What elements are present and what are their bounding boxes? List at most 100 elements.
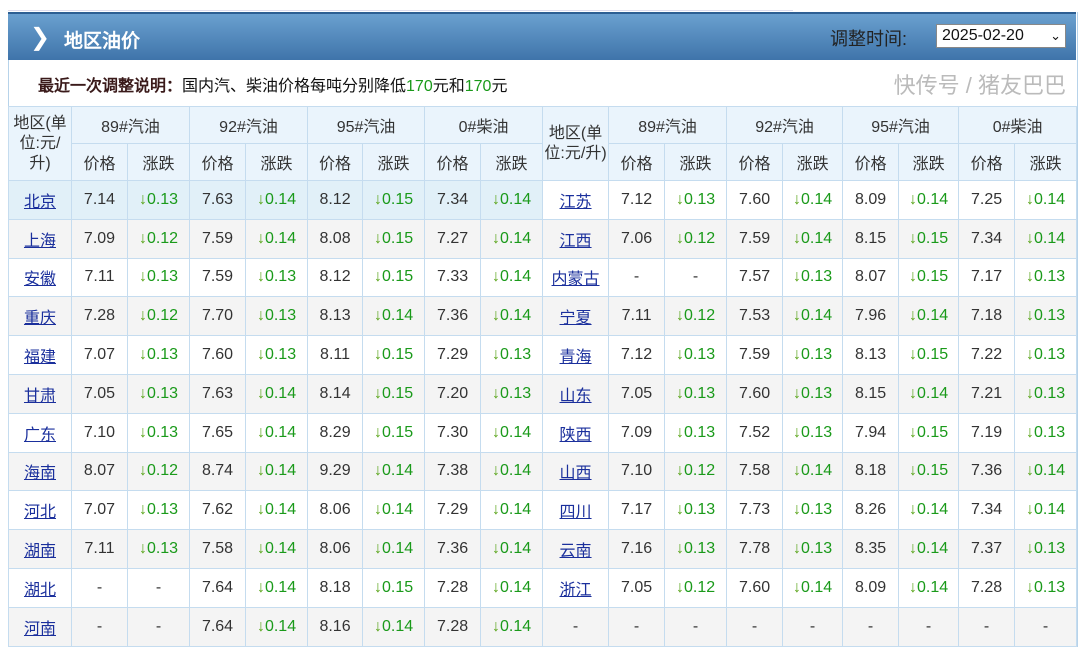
change-value: 0.15 xyxy=(381,578,414,596)
table-row: 上海 7.09 ↓0.12 7.59 ↓0.14 8.08 ↓0.15 7.27 ↓0.14 江西… xyxy=(8,218,1078,259)
region-link[interactable]: 山东 xyxy=(559,387,592,405)
region-link[interactable]: 海南 xyxy=(23,465,56,483)
change-cell: ↓0.14 xyxy=(898,373,960,414)
region-cell[interactable]: 四川 xyxy=(542,490,610,531)
region-cell[interactable]: 湖北 xyxy=(8,567,72,608)
region-link[interactable]: 云南 xyxy=(559,543,592,561)
region-cell[interactable]: 浙江 xyxy=(542,567,610,608)
down-arrow-icon: ↓ xyxy=(1026,190,1035,208)
price-cell: 8.35 xyxy=(842,529,900,569)
price-cell: - xyxy=(608,257,666,298)
table-row: 广东 7.10 ↓0.13 7.65 ↓0.14 8.29 ↓0.15 7.30 ↓0.14 陕西… xyxy=(8,412,1078,453)
region-link[interactable]: 安徽 xyxy=(23,271,56,289)
change-cell: ↓0.14 xyxy=(1014,180,1078,220)
down-arrow-icon: ↓ xyxy=(491,462,500,480)
price-cell: 7.78 xyxy=(726,529,784,569)
down-arrow-icon: ↓ xyxy=(909,346,918,364)
region-link[interactable]: 甘肃 xyxy=(23,387,56,405)
change-cell: ↓0.13 xyxy=(1014,257,1078,298)
down-arrow-icon: ↓ xyxy=(138,501,147,519)
region-link[interactable]: 河北 xyxy=(23,504,56,522)
region-cell[interactable]: 青海 xyxy=(542,335,610,375)
change-cell: ↓0.13 xyxy=(782,257,844,298)
region-cell[interactable]: 福建 xyxy=(8,335,72,375)
region-link[interactable]: 宁夏 xyxy=(559,310,592,328)
region-cell[interactable]: 江苏 xyxy=(542,180,610,220)
change-cell: ↓0.14 xyxy=(782,218,844,259)
region-link[interactable]: 内蒙古 xyxy=(551,271,600,289)
change-value: 0.15 xyxy=(917,346,949,364)
region-link[interactable]: 湖北 xyxy=(23,581,56,599)
table-row: 河南 - -7.64 ↓0.14 8.16 ↓0.14 7.28 ↓0.14- - - - - - - - - xyxy=(8,606,1078,647)
price-cell: 7.63 xyxy=(189,373,247,414)
change-cell: ↓0.12 xyxy=(126,451,191,492)
down-arrow-icon: ↓ xyxy=(909,190,918,208)
adjust-date-select[interactable]: 2025-02-20 ⌄ xyxy=(936,24,1066,48)
change-cell: ↓0.14 xyxy=(1014,490,1078,531)
region-link[interactable]: 重庆 xyxy=(23,310,56,328)
region-link[interactable]: 福建 xyxy=(23,349,56,367)
region-cell[interactable]: 安徽 xyxy=(8,257,72,298)
region-link[interactable]: 浙江 xyxy=(559,581,592,599)
change-cell: ↓0.15 xyxy=(898,451,960,492)
down-arrow-icon: ↓ xyxy=(793,462,801,480)
region-cell[interactable]: 河北 xyxy=(8,490,72,531)
change-cell: ↓0.14 xyxy=(480,218,544,259)
change-value: 0.14 xyxy=(499,423,532,441)
region-cell[interactable]: 甘肃 xyxy=(8,373,72,414)
region-cell[interactable]: 云南 xyxy=(542,529,610,569)
region-link[interactable]: 河南 xyxy=(23,620,56,638)
region-link[interactable]: 江苏 xyxy=(559,193,592,211)
down-arrow-icon: ↓ xyxy=(373,578,382,596)
change-cell: ↓0.14 xyxy=(245,567,309,608)
region-cell[interactable]: 内蒙古 xyxy=(542,257,610,298)
region-link[interactable]: 陕西 xyxy=(559,426,592,444)
region-cell[interactable]: 河南 xyxy=(8,606,72,647)
down-arrow-icon: ↓ xyxy=(256,501,265,519)
change-cell: ↓0.14 xyxy=(480,490,544,531)
region-cell[interactable]: 北京 xyxy=(8,180,72,220)
price-header: 价格 xyxy=(726,143,784,181)
change-cell: ↓0.13 xyxy=(126,335,191,375)
region-link[interactable]: 广东 xyxy=(23,426,56,444)
region-link[interactable]: 上海 xyxy=(23,232,56,250)
change-cell: ↓0.13 xyxy=(782,412,844,453)
region-link[interactable]: 江西 xyxy=(559,232,592,250)
down-arrow-icon: ↓ xyxy=(138,346,147,364)
price-cell: 7.11 xyxy=(71,529,128,569)
change-cell: ↓0.14 xyxy=(245,180,309,220)
change-value: 0.14 xyxy=(801,307,833,325)
change-value: 0.15 xyxy=(917,268,949,286)
region-link[interactable]: 山西 xyxy=(559,465,592,483)
region-cell[interactable]: 江西 xyxy=(542,218,610,259)
change-cell: ↓0.14 xyxy=(782,451,844,492)
change-cell: ↓0.13 xyxy=(126,180,191,220)
region-cell[interactable]: 陕西 xyxy=(542,412,610,453)
change-cell: ↓0.15 xyxy=(898,257,960,298)
price-cell: 7.10 xyxy=(71,412,128,453)
region-cell[interactable]: 宁夏 xyxy=(542,296,610,337)
region-link[interactable]: 四川 xyxy=(559,504,592,522)
change-cell: ↓0.13 xyxy=(664,490,728,531)
change-value: 0.15 xyxy=(381,268,414,286)
change-cell: - xyxy=(126,606,191,647)
region-cell[interactable]: 海南 xyxy=(8,451,72,492)
change-value: 0.14 xyxy=(264,190,297,208)
region-cell[interactable]: 广东 xyxy=(8,412,72,453)
change-value: 0.13 xyxy=(683,540,716,558)
region-cell[interactable]: 上海 xyxy=(8,218,72,259)
price-cell: 7.60 xyxy=(726,373,784,414)
price-cell: 7.57 xyxy=(726,257,784,298)
region-link[interactable]: 青海 xyxy=(559,349,592,367)
region-cell[interactable]: 湖南 xyxy=(8,529,72,569)
region-cell[interactable]: 重庆 xyxy=(8,296,72,337)
region-link[interactable]: 湖南 xyxy=(23,543,56,561)
down-arrow-icon: ↓ xyxy=(675,384,684,402)
down-arrow-icon: ↓ xyxy=(675,423,684,441)
region-link[interactable]: 北京 xyxy=(23,193,56,211)
change-value: 0.13 xyxy=(146,384,179,402)
region-cell[interactable]: 山西 xyxy=(542,451,610,492)
change-cell: ↓0.15 xyxy=(898,218,960,259)
region-cell[interactable]: 山东 xyxy=(542,373,610,414)
down-arrow-icon: ↓ xyxy=(675,229,684,247)
